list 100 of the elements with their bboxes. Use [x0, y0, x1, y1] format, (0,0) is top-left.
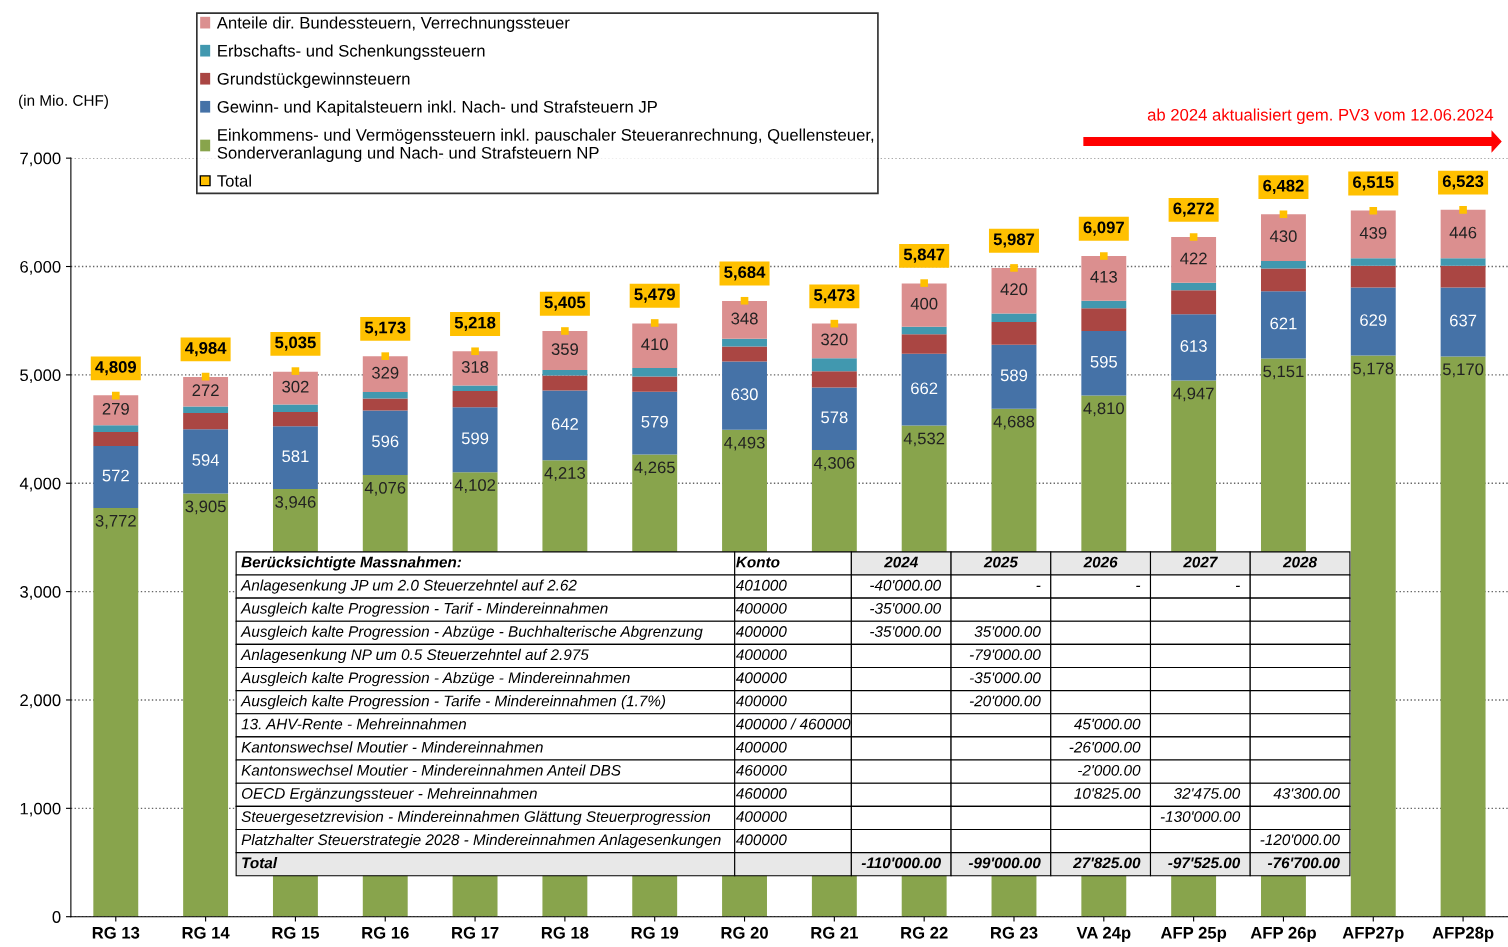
- bar: [722, 301, 767, 339]
- bar: [362, 356, 408, 392]
- x-tick-label: RG 22: [901, 926, 948, 939]
- bar: [722, 346, 767, 362]
- bar: [632, 323, 678, 368]
- annotation: Ausgleich kalte Progression - Abzüge - Mindereinnahmen: [240, 671, 630, 687]
- y-tick-label: 4,000: [19, 477, 61, 492]
- bar: [1171, 282, 1217, 291]
- annotation: 32'475.00: [1173, 788, 1241, 799]
- bar: [1260, 268, 1306, 292]
- data-label: 5,479: [634, 288, 675, 303]
- annotation: -: [1235, 585, 1240, 588]
- data-label: 318: [461, 361, 489, 373]
- bar: [362, 398, 408, 411]
- data-label: 320: [821, 333, 848, 346]
- bar: [1440, 209, 1486, 259]
- bar: [901, 283, 947, 327]
- annotation: -120'000.00: [1260, 834, 1340, 846]
- data-label: 642: [551, 418, 578, 430]
- data-label: 3,905: [185, 500, 226, 515]
- annotation: Steuergesetzrevision - Mindereinnahmen Glättung Steuerprogression: [241, 810, 711, 826]
- data-label: 413: [1090, 270, 1117, 283]
- annotation: 460000: [735, 764, 787, 776]
- legend-label: Total: [217, 174, 251, 187]
- bar: [183, 412, 229, 430]
- bar: [93, 425, 139, 432]
- bar: [811, 387, 857, 451]
- annotation: Total: [242, 857, 278, 869]
- annotation: 43'300.00: [1273, 788, 1340, 799]
- annotation: 45'000.00: [1073, 718, 1141, 730]
- data-label: 6,097: [1083, 221, 1124, 236]
- data-label: 599: [461, 432, 489, 445]
- bar: [1171, 314, 1217, 381]
- annotation: Ausgleich kalte Progression - Abzüge - Buchhalterische Abgrenzung: [240, 625, 703, 640]
- data-label: 578: [821, 411, 848, 424]
- bar: [542, 375, 588, 391]
- data-label: 5,035: [275, 336, 316, 351]
- data-label: 4,306: [813, 457, 855, 471]
- x-tick-label: RG 23: [991, 926, 1038, 939]
- annotation: 35'000.00: [974, 626, 1041, 637]
- data-label: 302: [282, 380, 309, 393]
- y-tick-label: 5,000: [20, 369, 61, 384]
- point: [740, 296, 749, 305]
- annotation: 2026: [1083, 556, 1118, 568]
- annotation: 400000 / 460000: [735, 718, 851, 730]
- point: [650, 319, 659, 327]
- annotation: 400000: [735, 672, 787, 684]
- data-label: 4,076: [364, 481, 406, 496]
- data-label: 422: [1180, 252, 1207, 265]
- annotation: Konto: [736, 556, 780, 568]
- data-label: 4,809: [95, 361, 137, 376]
- x-tick-label: RG 15: [272, 926, 320, 939]
- annotation: Berücksichtigte Massnahmen:: [241, 556, 462, 571]
- data-label: 4,810: [1083, 402, 1125, 417]
- annotation: -35'000.00: [870, 602, 941, 614]
- legend-label: Erbschafts- und Schenkungssteuern: [218, 44, 485, 60]
- x-tick-label: VA 24p: [1076, 926, 1131, 942]
- annotation: -110'000.00: [861, 857, 941, 869]
- annotation: 27'825.00: [1072, 857, 1141, 869]
- x-tick-label: RG 21: [811, 926, 858, 939]
- annotation: -: [1036, 585, 1041, 588]
- bar: [1081, 330, 1127, 396]
- annotation: -99'000.00: [968, 857, 1041, 869]
- y-tick-label: 0: [52, 911, 61, 923]
- data-label: 4,102: [454, 479, 496, 493]
- bar: [811, 371, 857, 388]
- annotation: 2024: [883, 556, 918, 568]
- bar: [362, 392, 408, 399]
- data-label: 6,523: [1442, 175, 1484, 190]
- bar: [1081, 255, 1127, 301]
- annotation: 400000: [735, 626, 787, 637]
- bar: [1081, 300, 1127, 309]
- legend-label: Einkommens- und Vermögenssteuern inkl. pauschaler Steueranrechnung, Quellensteuer, Sonderveranlagung und Nach- und Strafsteuern NP: [217, 128, 874, 163]
- bar: [452, 407, 498, 473]
- point: [111, 391, 120, 400]
- bar: [1260, 260, 1306, 269]
- bar: [452, 391, 498, 408]
- bar: [542, 370, 588, 376]
- annotation: -2'000.00: [1078, 764, 1141, 776]
- bar: [1350, 210, 1396, 259]
- data-label: 572: [102, 469, 129, 482]
- bar: [1171, 290, 1217, 315]
- x-tick-label: RG 14: [182, 926, 230, 939]
- bar: [811, 323, 857, 359]
- annotation: 2027: [1183, 556, 1218, 568]
- bar: [632, 391, 678, 455]
- bar: [362, 410, 408, 475]
- data-label: 5,987: [993, 233, 1035, 248]
- point: [1279, 210, 1288, 219]
- annotation: -97'525.00: [1168, 857, 1241, 869]
- data-label: 4,688: [993, 415, 1035, 430]
- bar: [1440, 258, 1486, 266]
- bar: [93, 445, 139, 508]
- bar: [272, 426, 318, 490]
- y-tick-label: 1,000: [20, 802, 61, 817]
- bar: [183, 493, 229, 917]
- data-label: 5,684: [724, 266, 766, 281]
- data-label: 359: [551, 343, 578, 356]
- bar: [1260, 291, 1306, 359]
- data-label: 348: [731, 312, 758, 325]
